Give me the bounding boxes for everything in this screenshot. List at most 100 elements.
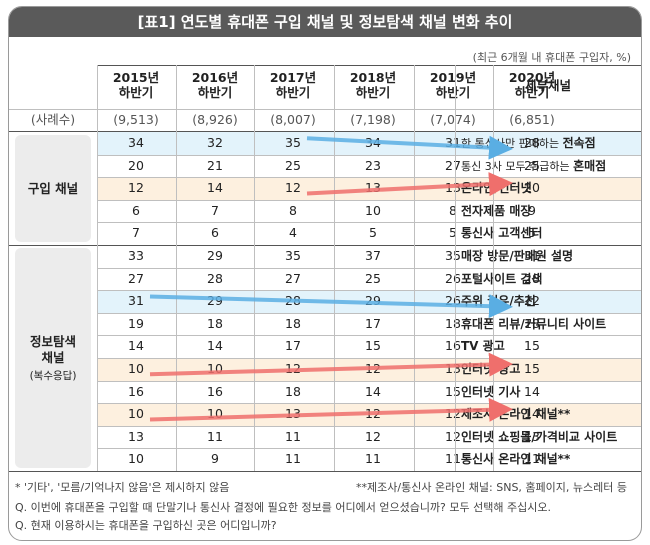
grid-vline [493, 65, 494, 471]
table-cell: 28 [207, 270, 223, 286]
table-title: [표1] 연도별 휴대폰 구입 채널 및 정보탐색 채널 변화 추이 [9, 7, 641, 37]
grid-hline [97, 312, 641, 314]
table-cell: 27 [445, 157, 461, 173]
grid-hline [97, 335, 641, 337]
row-label: 통신사 온라인 채널** [461, 448, 570, 470]
table-cell: 16 [445, 338, 461, 354]
sample-value: (6,851) [509, 112, 555, 127]
row-label: 인터넷 기사 [461, 381, 520, 403]
grid-vline [254, 65, 255, 471]
table-cell: 27 [285, 270, 301, 286]
table-cell: 25 [365, 270, 381, 286]
table-cell: 6 [211, 225, 219, 241]
row-label: 통신사 고객센터 [461, 222, 542, 244]
grid-vline [455, 65, 456, 471]
grid-hline [97, 425, 641, 427]
trend-arrow [149, 352, 513, 377]
row-label-main: 인터넷 기사 [461, 384, 521, 399]
table-cell: 14 [524, 383, 540, 399]
header-year: 2020년 하반기 [508, 70, 556, 100]
table-cell: 18 [445, 315, 461, 331]
footnote-left: * '기타', '모름/기억나지 않음'은 제시하지 않음 [15, 481, 230, 494]
row-label: 매장 방문/판매원 설명 [461, 245, 573, 267]
sample-label: (사례수) [30, 112, 76, 127]
grid-hline [97, 177, 641, 179]
grid-hline [9, 109, 641, 110]
grid-vline [97, 65, 98, 471]
row-label-main: 전자제품 매장 [461, 203, 532, 218]
table-cell: 18 [285, 383, 301, 399]
table-cell: 25 [524, 157, 540, 173]
row-label: 통신 3사 모두 취급하는 혼매점 [461, 155, 606, 178]
table-cell: 6 [132, 202, 140, 218]
table-cell: 10 [128, 361, 144, 376]
grid-vline [176, 65, 177, 471]
table-cell: 21 [207, 157, 223, 173]
table-cell: 12 [285, 180, 301, 196]
grid-hline [9, 131, 641, 132]
table-cell: 11 [285, 428, 301, 444]
grid-hline [97, 199, 641, 201]
table-cell: 5 [369, 225, 377, 241]
table-cell: 31 [524, 248, 540, 263]
row-label-main: 휴대폰 리뷰/커뮤니티 사이트 [461, 316, 607, 331]
table-cell: 26 [445, 270, 461, 286]
table-cell: 14 [128, 338, 144, 354]
table-cell: 20 [524, 180, 540, 196]
trend-arrows [149, 135, 513, 422]
grid-hline [9, 245, 641, 246]
trend-arrow [149, 397, 513, 422]
table-cell: 22 [524, 293, 540, 309]
row-label-main: 통신사 온라인 채널** [461, 452, 571, 467]
unit-note: (최근 6개월 내 휴대폰 구입자, %) [472, 51, 631, 64]
row-label-main: 매장 방문/판매원 설명 [461, 249, 574, 263]
table-cell: 9 [211, 451, 219, 467]
header-year: 2018년 하반기 [349, 70, 397, 100]
grid-hline [97, 290, 641, 292]
sample-value: (8,007) [270, 112, 316, 127]
table-cell: 32 [207, 135, 223, 150]
table-cell: 4 [289, 225, 297, 241]
trend-arrow [306, 135, 513, 160]
row-label-main: 포털사이트 검색 [461, 271, 543, 286]
group-label: 구입 채널 [27, 180, 79, 196]
table-cell: 14 [207, 180, 223, 196]
row-label: 전자제품 매장 [461, 200, 531, 222]
table-cell: 8 [449, 202, 457, 218]
sample-value: (9,513) [113, 112, 159, 127]
row-label-main: 인터넷 쇼핑몰/가격비교 사이트 [461, 429, 618, 444]
table-cell: 17 [365, 315, 381, 331]
grid-hline [97, 403, 641, 405]
table-cell: 27 [128, 270, 144, 286]
group-box [15, 135, 91, 242]
sample-value: (7,074) [430, 112, 476, 127]
header-detail: 세부채널 [524, 78, 571, 93]
table-cell: 33 [128, 248, 144, 263]
table-cell: 35 [285, 248, 301, 263]
table-cell: 14 [365, 383, 381, 399]
row-label-main: 전속점 [562, 136, 596, 150]
grid-hline [97, 65, 641, 66]
table-frame: [표1] 연도별 휴대폰 구입 채널 및 정보탐색 채널 변화 추이 (최근 6… [8, 6, 642, 541]
group-box [15, 248, 91, 468]
sample-value: (7,198) [350, 112, 396, 127]
grid-hline [97, 448, 641, 450]
table-cell: 34 [128, 135, 144, 150]
group-sublabel: (복수응답) [29, 370, 77, 382]
table-cell: 11 [207, 428, 223, 444]
table-cell: 11 [524, 451, 540, 467]
table-cell: 13 [128, 428, 144, 444]
table-cell: 28 [524, 135, 540, 150]
header-year: 2019년 하반기 [429, 70, 477, 100]
table-cell: 17 [285, 338, 301, 354]
table-cell: 11 [365, 451, 381, 467]
table-cell: 37 [365, 248, 381, 263]
table-cell: 14 [207, 338, 223, 354]
table-cell: 20 [128, 157, 144, 173]
header-year: 2015년 하반기 [112, 70, 160, 100]
table-cell: 31 [128, 293, 144, 309]
table-cell: 15 [365, 338, 381, 354]
table-cell: 5 [449, 225, 457, 241]
table-cell: 28 [524, 270, 540, 286]
table-cell: 15 [524, 338, 540, 354]
